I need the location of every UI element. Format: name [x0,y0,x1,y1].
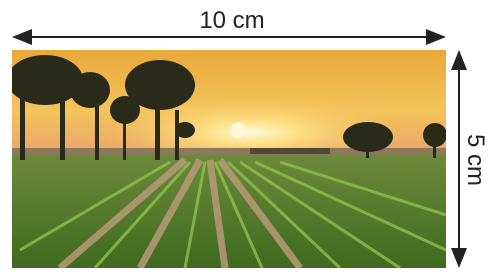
diagram: 10 cm 5 cm [0,0,488,272]
photo [7,50,447,268]
width-label: 10 cm [199,7,264,34]
height-label: 5 cm [462,134,488,186]
